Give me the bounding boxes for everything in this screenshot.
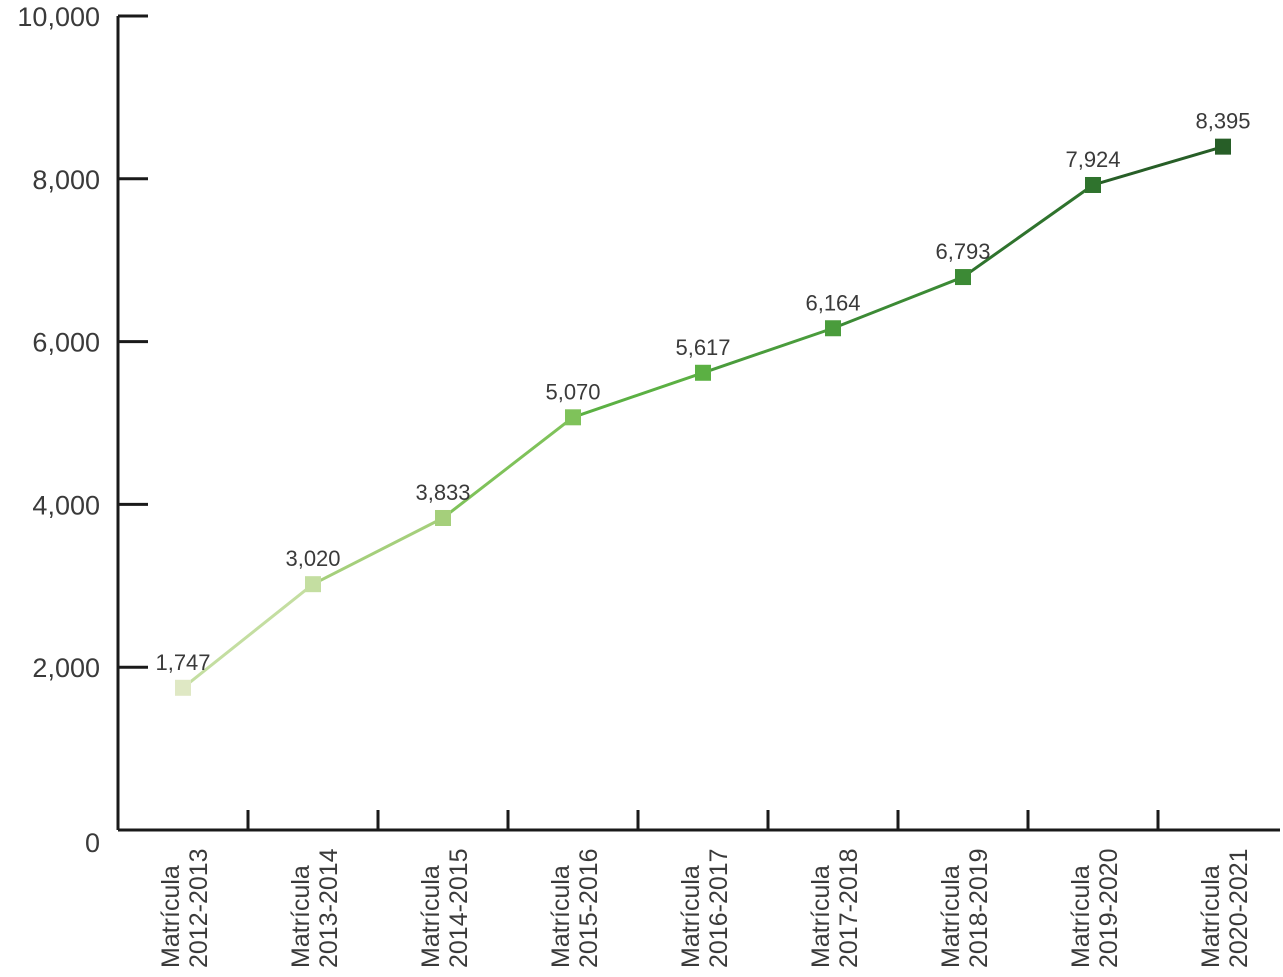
data-labels: 1,747 3,020 3,833 5,070 5,617 6,164 6,793 7,924… — [155, 109, 1250, 675]
data-label: 3,833 — [415, 480, 470, 505]
x-tick-label-line1: Matrícula — [287, 865, 315, 968]
x-tick-label-line1: Matrícula — [1197, 865, 1225, 968]
data-label: 6,164 — [805, 290, 860, 315]
data-point — [825, 320, 841, 337]
series-enrollment — [175, 138, 1231, 696]
data-point — [305, 576, 321, 593]
series-line-segment — [701, 326, 835, 375]
x-tick-label-line1: Matrícula — [417, 865, 445, 968]
x-tick-label: Matrícula 2017-2018 — [807, 848, 863, 968]
data-point — [1085, 176, 1101, 193]
x-tick-label-line2: 2017-2018 — [835, 848, 863, 968]
y-tick-label: 2,000 — [32, 653, 100, 683]
data-point — [175, 679, 191, 696]
x-tick-label: Matrícula 2012-2013 — [157, 848, 213, 968]
x-tick-label-line2: 2015-2016 — [575, 848, 603, 968]
x-tick-label: Matrícula 2020-2021 — [1197, 848, 1253, 968]
series-line-segment — [181, 582, 315, 690]
x-tick-label: Matrícula 2014-2015 — [417, 848, 473, 968]
data-label: 5,617 — [675, 335, 730, 360]
x-tick-label-line1: Matrícula — [1067, 865, 1095, 968]
x-tick-label-line1: Matrícula — [157, 865, 185, 968]
y-axis-ticks: 0 2,000 4,000 6,000 8,000 10,000 — [17, 2, 148, 858]
series-line-segment — [831, 275, 965, 330]
x-tick-label-line2: 2012-2013 — [185, 848, 213, 968]
series-line-segment — [1091, 145, 1225, 187]
series-line-segment — [961, 183, 1095, 279]
x-tick-label-line2: 2013-2014 — [315, 848, 343, 968]
data-label: 8,395 — [1195, 109, 1250, 134]
series-line-segment — [311, 516, 445, 586]
data-label: 3,020 — [285, 546, 340, 571]
y-tick-label: 4,000 — [32, 490, 100, 520]
data-label: 7,924 — [1065, 147, 1120, 172]
x-tick-label-line2: 2018-2019 — [965, 848, 993, 968]
x-tick-label: Matrícula 2016-2017 — [677, 848, 733, 968]
x-tick-label-line2: 2016-2017 — [705, 848, 733, 968]
axes — [116, 16, 1280, 832]
x-axis-ticks: Matrícula 2012-2013 Matrícula 2013-2014 Matr… — [157, 810, 1253, 968]
x-tick-label-line2: 2020-2021 — [1225, 848, 1253, 968]
x-tick-label-line1: Matrícula — [677, 865, 705, 968]
x-tick-label: Matrícula 2019-2020 — [1067, 848, 1123, 968]
x-tick-label: Matrícula 2013-2014 — [287, 848, 343, 968]
y-tick-label: 8,000 — [32, 165, 100, 195]
data-label: 1,747 — [155, 650, 210, 675]
x-tick-label: Matrícula 2018-2019 — [937, 848, 993, 968]
y-tick-label: 10,000 — [17, 2, 100, 32]
y-tick-label: 0 — [85, 828, 100, 858]
x-tick-label-line2: 2014-2015 — [445, 848, 473, 968]
series-line-segment — [571, 371, 705, 419]
data-point — [1215, 138, 1231, 155]
data-label: 5,070 — [545, 379, 600, 404]
y-tick-label: 6,000 — [32, 328, 100, 358]
series-line-segment — [441, 415, 575, 520]
x-tick-label: Matrícula 2015-2016 — [547, 848, 603, 968]
data-point — [565, 409, 581, 426]
data-point — [695, 364, 711, 381]
data-point — [955, 269, 971, 286]
data-label: 6,793 — [935, 239, 990, 264]
x-tick-label-line1: Matrícula — [547, 865, 575, 968]
x-tick-label-line1: Matrícula — [937, 865, 965, 968]
x-tick-label-line2: 2019-2020 — [1095, 848, 1123, 968]
data-point — [435, 509, 451, 526]
x-tick-label-line1: Matrícula — [807, 865, 835, 968]
